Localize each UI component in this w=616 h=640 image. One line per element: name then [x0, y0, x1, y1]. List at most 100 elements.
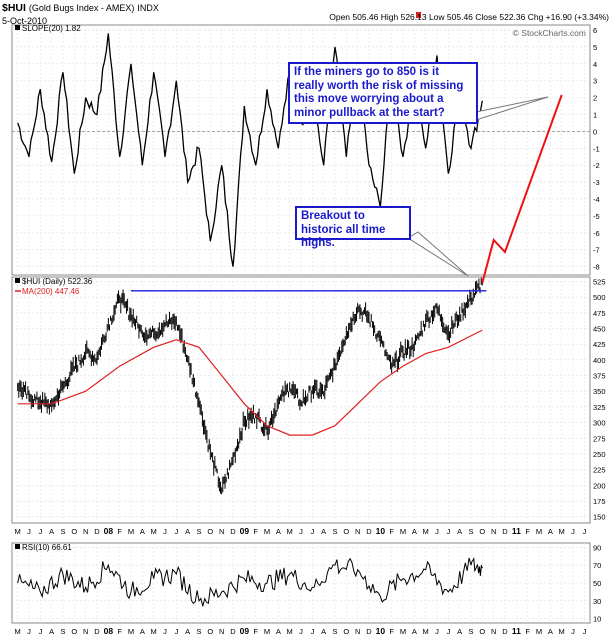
price-month-label: J [27, 527, 31, 536]
chart-date: 5-Oct-2010 [2, 16, 47, 26]
price-month-label: N [219, 527, 224, 536]
price-tick-label: 225 [593, 466, 606, 475]
rsi-month-label: A [185, 627, 190, 636]
rsi-month-label: M [128, 627, 134, 636]
rsi-month-label: D [230, 627, 236, 636]
rsi-month-label: J [571, 627, 575, 636]
price-month-label: D [94, 527, 100, 536]
rsi-month-label: J [299, 627, 303, 636]
price-month-label: O [71, 527, 77, 536]
price-tick-label: 500 [593, 293, 606, 302]
price-month-label: F [525, 527, 530, 536]
price-month-label: O [343, 527, 349, 536]
miners-annotation: If the miners go to 850 is it really wor… [288, 62, 478, 124]
price-tick-label: 300 [593, 419, 606, 428]
price-month-label: M [400, 527, 406, 536]
rsi-month-label: J [174, 627, 178, 636]
rsi-month-label: F [389, 627, 394, 636]
slope-tick-label: -2 [593, 161, 600, 170]
breakout-annotation: Breakout to historic all time highs. [295, 206, 411, 249]
rsi-legend: RSI(10) 66.61 [15, 543, 72, 552]
price-month-label: F [253, 527, 258, 536]
slope-tick-label: 1 [593, 111, 597, 120]
rsi-month-label: N [355, 627, 360, 636]
price-tick-label: 525 [593, 277, 606, 286]
price-tick-label: 325 [593, 403, 606, 412]
price-month-label: F [389, 527, 394, 536]
rsi-month-label: M [264, 627, 270, 636]
slope-tick-label: -6 [593, 229, 600, 238]
rsi-month-label: 09 [240, 626, 250, 636]
slope-tick-label: -3 [593, 178, 600, 187]
rsi-tick-label: 30 [593, 597, 601, 606]
rsi-month-label: S [468, 627, 473, 636]
slope-tick-label: 0 [593, 127, 597, 136]
price-month-label: J [310, 527, 314, 536]
price-tick-label: 400 [593, 356, 606, 365]
price-legend: $HUI (Daily) 522.36 MA(200) 447.46 [15, 277, 93, 296]
price-month-label: J [435, 527, 439, 536]
slope-tick-label: -8 [593, 263, 600, 272]
rsi-month-label: A [49, 627, 54, 636]
rsi-month-label: S [60, 627, 65, 636]
price-legend-swatch [15, 278, 20, 283]
price-month-label: N [491, 527, 496, 536]
slope-tick-label: 5 [593, 43, 597, 52]
rsi-month-label: M [287, 627, 293, 636]
rsi-month-label: O [71, 627, 77, 636]
rsi-month-label: S [332, 627, 337, 636]
slope-tick-label: 4 [593, 60, 597, 69]
price-month-label: N [355, 527, 360, 536]
slope-tick-label: 3 [593, 77, 597, 86]
rsi-month-label: A [321, 627, 326, 636]
rsi-legend-text: RSI(10) 66.61 [22, 543, 72, 552]
rsi-month-label: D [366, 627, 372, 636]
price-tick-label: 375 [593, 372, 606, 381]
rsi-month-label: O [479, 627, 485, 636]
price-month-label: S [332, 527, 337, 536]
rsi-tick-label: 90 [593, 543, 601, 552]
rsi-tick-label: 10 [593, 615, 601, 624]
rsi-month-label: J [27, 627, 31, 636]
price-month-label: S [60, 527, 65, 536]
rsi-month-label: 10 [376, 626, 386, 636]
slope-tick-label: 2 [593, 94, 597, 103]
rsi-month-label: N [219, 627, 224, 636]
rsi-month-label: A [457, 627, 462, 636]
rsi-month-label: N [491, 627, 496, 636]
price-month-label: 08 [104, 526, 114, 536]
rsi-month-label: J [310, 627, 314, 636]
price-month-label: J [299, 527, 303, 536]
rsi-tick-label: 70 [593, 561, 601, 570]
rsi-month-label: M [151, 627, 157, 636]
rsi-month-label: S [196, 627, 201, 636]
slope-tick-label: -1 [593, 144, 600, 153]
projection-layer [407, 94, 563, 284]
rsi-month-label: O [343, 627, 349, 636]
slope-legend-swatch [15, 25, 20, 30]
price-month-label: J [174, 527, 178, 536]
rsi-month-label: F [117, 627, 122, 636]
rsi-month-label: 08 [104, 626, 114, 636]
rsi-month-label: A [140, 627, 145, 636]
price-tick-label: 425 [593, 340, 606, 349]
price-month-label: S [196, 527, 201, 536]
price-month-label: M [559, 527, 565, 536]
price-month-label: A [276, 527, 281, 536]
price-tick-label: 450 [593, 324, 606, 333]
slope-grid: -8 -7 -6 -5 -4 -3 -2 -1 0 1 2 3 4 5 6 [12, 25, 600, 275]
rsi-month-label: O [207, 627, 213, 636]
rsi-month-label: A [412, 627, 417, 636]
chart-title: $HUI (Gold Bugs Index - AMEX) INDX [2, 2, 159, 14]
rsi-month-label: J [446, 627, 450, 636]
rsi-month-label: N [83, 627, 88, 636]
quote-line: Open 505.46 High 526.13 Low 505.46 Close… [329, 12, 609, 22]
slope-legend: SLOPE(20) 1.82 [15, 24, 81, 33]
breakout-pointer [407, 231, 469, 277]
slope-series [17, 33, 483, 267]
price-month-label: M [536, 527, 542, 536]
rsi-month-label: D [94, 627, 100, 636]
rsi-legend-swatch [15, 544, 20, 549]
rsi-month-label: D [502, 627, 508, 636]
price-month-label: M [264, 527, 270, 536]
